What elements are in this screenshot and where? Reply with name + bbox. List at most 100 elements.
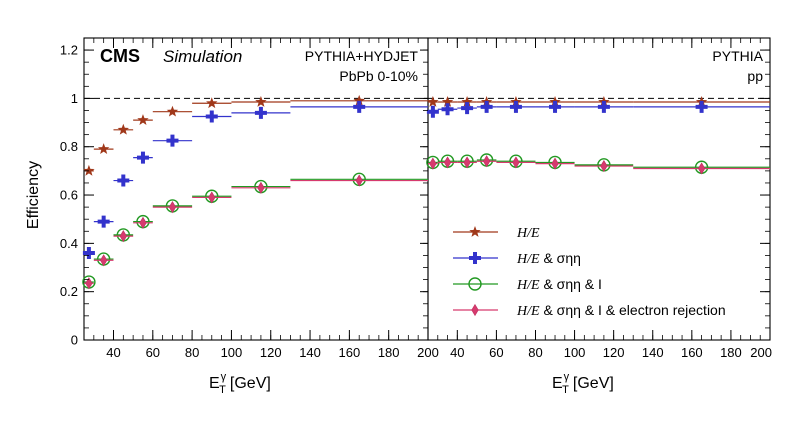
x-tick-label: 40 xyxy=(450,345,464,360)
x-tick-label: 40 xyxy=(106,345,120,360)
x-tick-label: 160 xyxy=(681,345,703,360)
data-point-electron xyxy=(463,156,471,169)
data-point-sigma xyxy=(480,100,493,113)
data-point-sigma xyxy=(426,105,439,118)
data-point-electron xyxy=(100,254,108,267)
y-tick-label: 0 xyxy=(71,333,78,348)
data-point-electron xyxy=(443,156,452,169)
data-point-electron xyxy=(600,159,608,173)
panel-frame-pp xyxy=(427,37,771,341)
data-point-he xyxy=(97,143,110,154)
x-tick-label: 140 xyxy=(642,345,664,360)
left-system-label: PbPb 0-10% xyxy=(339,68,418,84)
left-generator-label: PYTHIA+HYDJET xyxy=(305,48,419,64)
series-electron-pbpb xyxy=(84,174,428,290)
x-tick-label: 200 xyxy=(750,345,772,360)
data-point-sigma xyxy=(509,100,522,113)
x-tick-label: 120 xyxy=(260,345,282,360)
legend-label-he: H/E xyxy=(516,226,540,241)
x-tick-label: 200 xyxy=(417,345,439,360)
series-he-pbpb xyxy=(83,94,428,176)
right-generator-label: PYTHIA xyxy=(712,48,763,64)
data-point-he xyxy=(137,114,149,125)
x-tick-label: 60 xyxy=(146,345,160,360)
data-point-electron xyxy=(119,230,127,243)
legend-marker-iso xyxy=(468,277,482,291)
legend-marker-sigma xyxy=(469,252,481,264)
y-tick-label: 0.2 xyxy=(60,284,78,299)
data-point-sigma xyxy=(97,215,110,228)
legend-label-lead: H/E xyxy=(516,304,540,319)
data-point-he xyxy=(353,94,365,106)
data-point-electron xyxy=(85,277,93,290)
x-tick-label: 80 xyxy=(528,345,542,360)
data-point-he xyxy=(206,97,218,109)
y-tick-label: 0.6 xyxy=(60,188,78,203)
y-tick-label: 1 xyxy=(71,91,78,106)
data-point-sigma xyxy=(117,174,130,187)
x-tick-label: 120 xyxy=(603,345,625,360)
data-point-he xyxy=(441,96,454,107)
series-iso-pbpb xyxy=(82,172,428,289)
data-point-sigma xyxy=(166,134,179,147)
series-sigma-pp xyxy=(426,100,770,118)
legend-label-tail: & σηη xyxy=(540,250,581,266)
data-point-sigma xyxy=(549,100,562,113)
legend-label-tail: & σηη & I & electron rejection xyxy=(540,302,726,318)
data-point-electron xyxy=(429,157,437,170)
data-point-he xyxy=(117,123,130,135)
x-tick-label: 180 xyxy=(720,345,742,360)
data-point-electron xyxy=(139,216,147,229)
series-iso-pp xyxy=(426,153,770,174)
data-point-sigma xyxy=(82,247,95,260)
data-point-electron xyxy=(355,174,363,187)
series-sigma-pbpb xyxy=(82,100,428,260)
x-tick-label: 180 xyxy=(378,345,400,360)
data-point-he xyxy=(166,105,179,117)
data-layer xyxy=(82,94,770,290)
x-tick-label: 100 xyxy=(221,345,243,360)
x-tick-label: 140 xyxy=(299,345,321,360)
data-point-electron xyxy=(512,156,520,169)
data-point-he xyxy=(83,164,95,176)
x-axis-title-pbpb: Eγ T [GeV] xyxy=(209,371,271,396)
data-point-he xyxy=(461,96,473,107)
x-tick-label: 100 xyxy=(564,345,586,360)
y-axis-title: Efficiency xyxy=(25,161,42,229)
y-tick-label: 0.4 xyxy=(60,236,78,251)
y-tick-label: 1.2 xyxy=(60,43,78,58)
data-point-sigma xyxy=(597,100,610,113)
data-point-sigma xyxy=(353,100,366,113)
data-point-he xyxy=(427,96,439,107)
legend-label-lead: H/E xyxy=(516,278,540,293)
x-tick-label: 160 xyxy=(339,345,361,360)
legend-label-electron: H/E & σηη & I & electron rejection xyxy=(516,302,726,319)
right-system-label: pp xyxy=(747,68,763,84)
series-electron-pp xyxy=(428,155,770,175)
x-tick-label: 80 xyxy=(185,345,199,360)
legend-label-lead: H/E xyxy=(516,252,540,267)
data-point-electron xyxy=(168,201,177,214)
data-point-he xyxy=(255,96,267,107)
data-point-sigma xyxy=(441,103,454,116)
data-point-sigma xyxy=(461,102,474,115)
data-point-electron xyxy=(697,162,706,175)
legend-label-iso: H/E & σηη & I xyxy=(516,276,602,293)
legend-label-lead: H/E xyxy=(516,226,540,241)
data-point-sigma xyxy=(695,100,708,113)
simulation-label: Simulation xyxy=(163,47,242,66)
legend-label-sigma: H/E & σηη xyxy=(516,250,581,267)
x-axis-title-pp: Eγ T [GeV] xyxy=(552,371,614,396)
axes-layer: 0 0.2 0.4 0.6 0.8 1 1.2 40 60 80 100 120 140 160 180 20… xyxy=(60,37,772,396)
cms-label: CMS xyxy=(100,46,140,66)
panel-frames xyxy=(83,37,771,341)
data-point-sigma xyxy=(136,151,149,164)
data-point-sigma xyxy=(205,110,218,123)
data-point-electron xyxy=(482,155,491,168)
legend-marker-he xyxy=(469,226,481,237)
legend-label-tail: & σηη & I xyxy=(540,276,602,292)
legend-marker-electron xyxy=(471,303,479,317)
x-tick-label: 60 xyxy=(489,345,503,360)
